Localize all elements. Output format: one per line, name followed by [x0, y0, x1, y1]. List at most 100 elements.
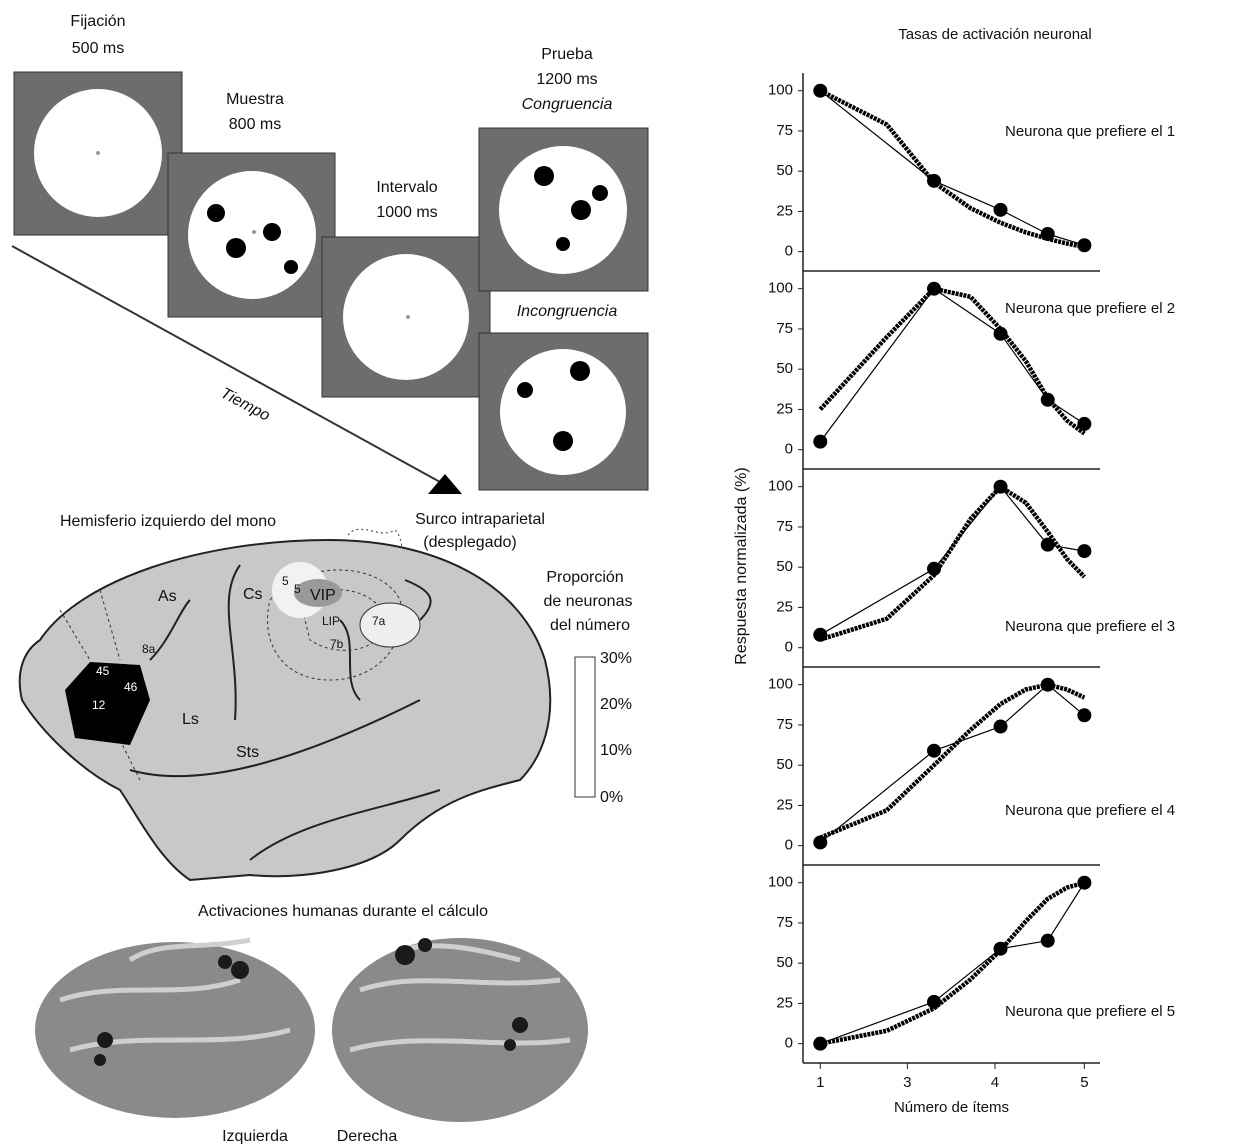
scale-label: 10%	[600, 742, 632, 759]
delay-duration: 1000 ms	[376, 204, 437, 221]
y-tick-label: 100	[768, 676, 793, 693]
sample-dots	[207, 204, 298, 274]
x-axis-label: Número de ítems	[894, 1099, 1009, 1116]
data-point	[993, 202, 1008, 217]
area-label: 7a	[372, 614, 386, 628]
x-tick-label: 5	[1080, 1074, 1088, 1091]
data-point	[813, 434, 828, 449]
y-tick-label: 0	[785, 639, 793, 656]
area-label: 46	[124, 680, 138, 694]
fit-curve	[819, 88, 1085, 250]
fixation-point	[96, 151, 100, 155]
y-tick-label: 0	[785, 243, 793, 260]
time-arrow	[11, 245, 441, 483]
area-label: Ls	[182, 711, 199, 728]
area-label: 7b	[330, 637, 344, 651]
y-tick-label: 25	[776, 400, 793, 417]
area-label: 45	[96, 664, 110, 678]
human-brains: Activaciones humanas durante el cálculo …	[35, 903, 588, 1144]
data-point	[1040, 537, 1055, 552]
chart-title: Tasas de activación neuronal	[898, 26, 1091, 43]
left-label: Izquierda	[222, 1128, 288, 1144]
time-arrowhead	[428, 474, 462, 494]
data-line	[819, 486, 1085, 636]
x-tick-label: 4	[991, 1074, 999, 1091]
y-tick-label: 50	[776, 360, 793, 377]
incongruent-disc	[500, 349, 626, 475]
y-tick-label: 75	[776, 716, 793, 733]
y-tick-label: 50	[776, 558, 793, 575]
data-point	[1077, 416, 1092, 431]
fit-curve	[819, 484, 1087, 642]
y-tick-label: 75	[776, 122, 793, 139]
data-point	[993, 719, 1008, 734]
y-tick-label: 75	[776, 320, 793, 337]
y-tick-label: 0	[785, 1035, 793, 1052]
stimuli: Fijación 500 ms Muestra 800 ms Intervalo…	[11, 13, 649, 494]
area-7a-patch	[359, 602, 421, 648]
y-tick-label: 75	[776, 518, 793, 535]
y-tick-label: 25	[776, 796, 793, 813]
gyri	[59, 937, 571, 1053]
data-line	[819, 90, 1085, 246]
data-point	[813, 835, 828, 850]
incongruent-label: Incongruencia	[517, 303, 618, 320]
x-tick-label: 1	[816, 1074, 824, 1091]
delay-label: Intervalo	[376, 179, 437, 196]
probe-label: Prueba	[541, 46, 593, 63]
monkey-brain: Hemisferio izquierdo del mono Surco intr…	[18, 511, 632, 882]
human-title: Activaciones humanas durante el cálculo	[198, 903, 488, 920]
scale-label: 20%	[600, 696, 632, 713]
tuning-curves: Tasas de activación neuronal Respuesta no…	[733, 26, 1175, 1116]
panel-label: Neurona que prefiere el 5	[1005, 1003, 1175, 1020]
scale-label: 0%	[600, 789, 623, 806]
y-tick-label: 100	[768, 82, 793, 99]
delay-point	[406, 315, 410, 319]
y-tick-label: 0	[785, 441, 793, 458]
y-tick-label: 100	[768, 280, 793, 297]
congruent-dots	[534, 166, 608, 251]
data-point	[813, 1036, 828, 1051]
scale-title: Proporción	[546, 569, 623, 586]
y-tick-label: 50	[776, 756, 793, 773]
fixation-label: Fijación	[70, 13, 125, 30]
fixation-duration: 500 ms	[72, 40, 124, 57]
panel-label: Neurona que prefiere el 1	[1005, 123, 1175, 140]
y-axis-label: Respuesta normalizada (%)	[733, 467, 750, 664]
frontal-patch	[65, 662, 150, 745]
data-point	[1040, 933, 1055, 948]
area-label: Sts	[236, 744, 259, 761]
sample-label: Muestra	[226, 91, 284, 108]
area-label: VIP	[310, 587, 336, 604]
activations	[94, 938, 528, 1066]
fit-curve	[819, 880, 1086, 1046]
area-label: 12	[92, 698, 106, 712]
y-tick-label: 25	[776, 598, 793, 615]
data-point	[927, 743, 942, 758]
area-label: LIP	[322, 614, 340, 628]
congruent-disc	[499, 146, 627, 274]
y-tick-label: 100	[768, 478, 793, 495]
incongruent-dots	[517, 361, 590, 451]
panel-label: Neurona que prefiere el 3	[1005, 618, 1175, 635]
highlight-vip	[294, 579, 342, 607]
data-point	[813, 627, 828, 642]
left-hemisphere	[35, 942, 315, 1118]
y-tick-label: 25	[776, 994, 793, 1011]
brain-title: Hemisferio izquierdo del mono	[60, 513, 276, 530]
sample-disc	[188, 171, 316, 299]
panel-label: Neurona que prefiere el 2	[1005, 300, 1175, 317]
sample-duration: 800 ms	[229, 116, 281, 133]
congruent-label: Congruencia	[522, 96, 613, 113]
area-label: 8a	[142, 642, 156, 656]
sulci	[129, 564, 441, 861]
right-label: Derecha	[337, 1128, 398, 1144]
scale-title: del número	[550, 617, 630, 634]
y-tick-label: 50	[776, 162, 793, 179]
y-tick-label: 100	[768, 874, 793, 891]
scale-bar	[574, 656, 596, 798]
area-label: As	[158, 588, 177, 605]
sulcus-label: Surco intraparietal	[415, 511, 545, 528]
